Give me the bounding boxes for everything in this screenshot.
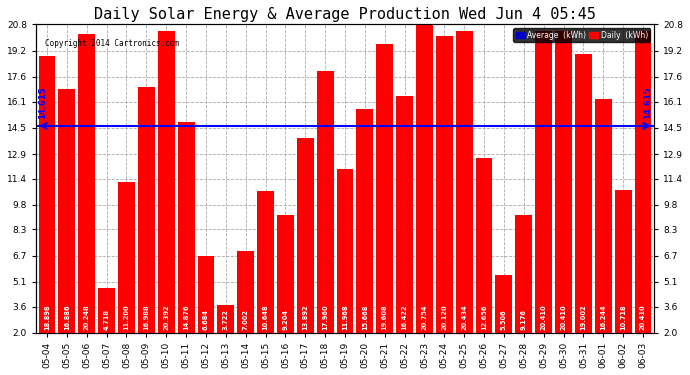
Bar [376, 44, 393, 333]
Bar [59, 88, 75, 333]
Text: 20.248: 20.248 [83, 305, 90, 330]
Legend: Average  (kWh), Daily  (kWh): Average (kWh), Daily (kWh) [513, 28, 650, 42]
Bar [98, 288, 115, 333]
Bar [495, 275, 513, 333]
Text: 19.002: 19.002 [580, 305, 586, 330]
Text: 20.120: 20.120 [442, 305, 447, 330]
Bar [177, 122, 195, 333]
Text: 20.754: 20.754 [422, 305, 428, 330]
Text: 20.410: 20.410 [541, 305, 546, 330]
Text: 10.718: 10.718 [620, 305, 626, 330]
Text: 15.668: 15.668 [362, 305, 368, 330]
Text: 16.422: 16.422 [402, 305, 408, 330]
Bar [337, 170, 353, 333]
Text: 5.506: 5.506 [501, 310, 507, 330]
Text: 14.876: 14.876 [183, 305, 189, 330]
Text: 13.892: 13.892 [302, 305, 308, 330]
Bar [515, 215, 532, 333]
Text: 12.656: 12.656 [481, 305, 487, 330]
Text: Copyright 2014 Cartronics.com: Copyright 2014 Cartronics.com [45, 39, 179, 48]
Bar [237, 251, 254, 333]
Bar [357, 109, 373, 333]
Title: Daily Solar Energy & Average Production Wed Jun 4 05:45: Daily Solar Energy & Average Production … [94, 7, 596, 22]
Bar [575, 54, 592, 333]
Text: 20.392: 20.392 [164, 305, 169, 330]
Text: 9.176: 9.176 [521, 309, 526, 330]
Bar [257, 191, 274, 333]
Text: 19.608: 19.608 [382, 305, 388, 330]
Text: 11.968: 11.968 [342, 305, 348, 330]
Bar [535, 31, 552, 333]
Bar [615, 190, 631, 333]
Bar [138, 87, 155, 333]
Text: 4.718: 4.718 [104, 309, 110, 330]
Text: 9.204: 9.204 [282, 309, 288, 330]
Text: 16.886: 16.886 [64, 305, 70, 330]
Text: 20.410: 20.410 [560, 305, 566, 330]
Text: 14.615: 14.615 [643, 87, 652, 119]
Text: 20.434: 20.434 [461, 305, 467, 330]
Text: 16.988: 16.988 [144, 305, 149, 330]
Text: 17.960: 17.960 [322, 305, 328, 330]
Bar [39, 56, 55, 333]
Bar [416, 25, 433, 333]
Bar [217, 304, 234, 333]
Bar [297, 138, 314, 333]
Text: 16.244: 16.244 [600, 305, 607, 330]
Text: 11.200: 11.200 [124, 305, 130, 330]
Text: 20.410: 20.410 [640, 305, 646, 330]
Bar [475, 158, 493, 333]
Text: 14.615: 14.615 [38, 87, 47, 119]
Bar [396, 96, 413, 333]
Bar [635, 31, 651, 333]
Text: 6.684: 6.684 [203, 309, 209, 330]
Bar [197, 256, 215, 333]
Bar [456, 30, 473, 333]
Bar [277, 214, 294, 333]
Text: 3.722: 3.722 [223, 309, 229, 330]
Bar [436, 36, 453, 333]
Bar [595, 99, 612, 333]
Text: 7.002: 7.002 [243, 309, 248, 330]
Bar [118, 182, 135, 333]
Bar [158, 31, 175, 333]
Bar [555, 31, 572, 333]
Bar [78, 33, 95, 333]
Text: 18.898: 18.898 [44, 305, 50, 330]
Text: 10.648: 10.648 [262, 305, 268, 330]
Bar [317, 71, 333, 333]
